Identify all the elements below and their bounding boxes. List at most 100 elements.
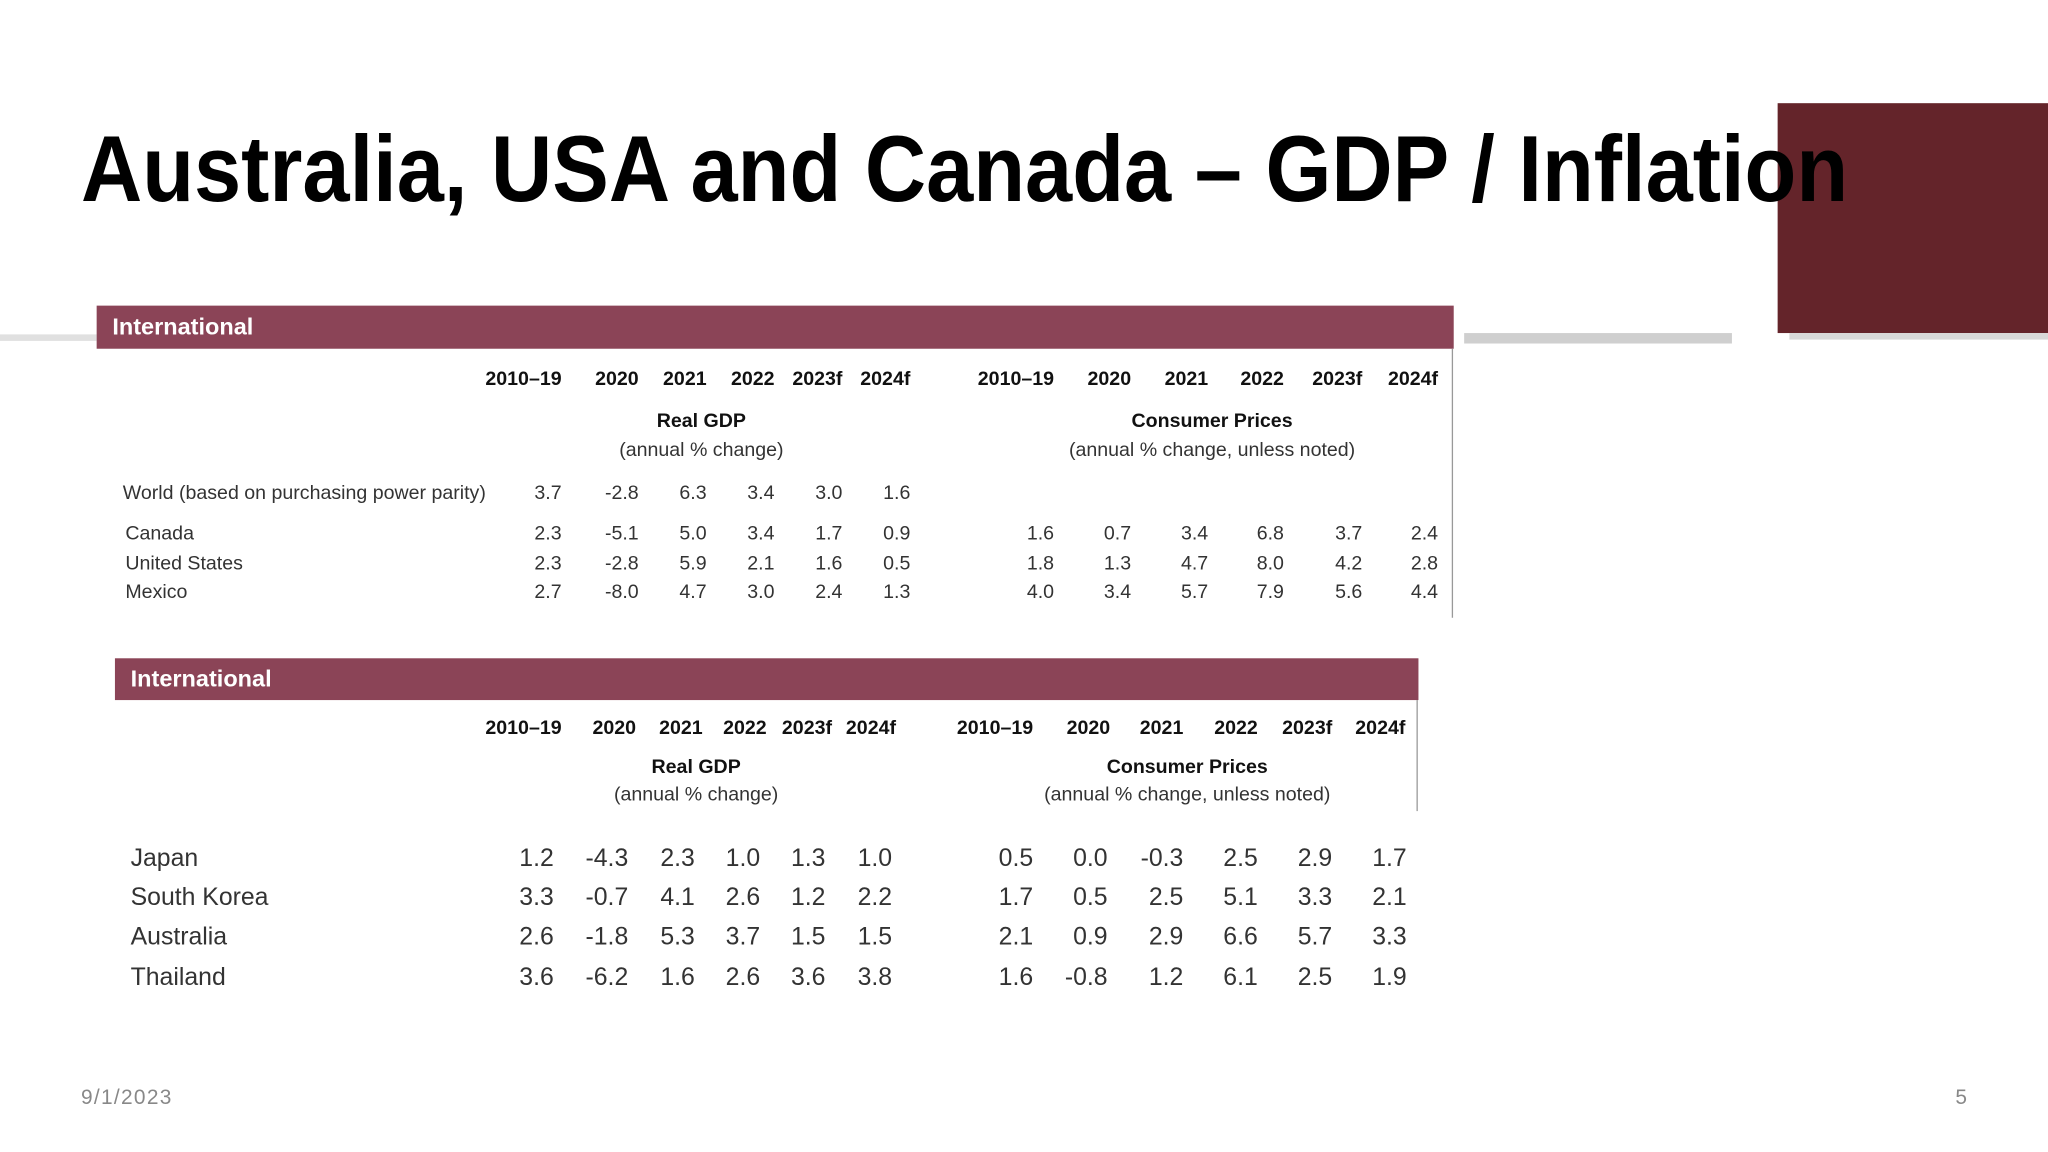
cell-value: 5.7 bbox=[1298, 923, 1332, 950]
slide-title: Australia, USA and Canada – GDP / Inflat… bbox=[81, 116, 1848, 221]
cell-value: -4.3 bbox=[586, 845, 629, 872]
cell-value: 2.6 bbox=[519, 923, 553, 950]
column-header: 2021 bbox=[659, 717, 703, 739]
footer-date: 9/1/2023 bbox=[81, 1086, 173, 1109]
cell-value: 5.9 bbox=[679, 552, 706, 574]
cell-value: 2.6 bbox=[726, 964, 760, 991]
cell-value: 6.1 bbox=[1223, 964, 1257, 991]
cell-value: 4.7 bbox=[679, 581, 706, 603]
row-label: Australia bbox=[131, 923, 228, 950]
cell-value: 4.0 bbox=[1027, 581, 1054, 603]
cell-value: 3.4 bbox=[1104, 581, 1131, 603]
column-header: 2010–19 bbox=[957, 717, 1033, 739]
column-header: 2020 bbox=[1088, 368, 1132, 390]
cell-value: 1.0 bbox=[726, 845, 760, 872]
cell-value: 0.5 bbox=[883, 552, 910, 574]
table-header-band bbox=[114, 658, 1419, 701]
row-label: Thailand bbox=[131, 964, 226, 991]
shadow bbox=[1464, 333, 1732, 344]
cell-value: 1.3 bbox=[791, 845, 825, 872]
column-header: 2020 bbox=[1067, 717, 1111, 739]
cell-value: 2.1 bbox=[747, 552, 774, 574]
cell-value: -0.3 bbox=[1141, 845, 1184, 872]
cell-value: 2.1 bbox=[999, 923, 1033, 950]
cell-value: 4.7 bbox=[1181, 552, 1208, 574]
cell-value: 3.6 bbox=[519, 964, 553, 991]
cell-value: 5.6 bbox=[1335, 581, 1362, 603]
cell-value: 1.9 bbox=[1372, 964, 1406, 991]
accent-block bbox=[1777, 103, 2048, 334]
column-header: 2024f bbox=[1388, 368, 1439, 390]
cell-value: 3.4 bbox=[1181, 522, 1208, 544]
cell-value: 1.6 bbox=[815, 552, 842, 574]
column-header: 2010–19 bbox=[978, 368, 1054, 390]
cell-value: 3.4 bbox=[747, 522, 774, 544]
cell-value: 1.7 bbox=[999, 884, 1033, 911]
table-header: International bbox=[112, 314, 253, 340]
column-header: 2024f bbox=[1355, 717, 1406, 739]
cell-value: 1.5 bbox=[791, 923, 825, 950]
row-label: World (based on purchasing power parity) bbox=[123, 482, 486, 504]
cell-value: 1.6 bbox=[660, 964, 694, 991]
column-header: 2022 bbox=[731, 368, 775, 390]
column-header: 2023f bbox=[792, 368, 843, 390]
column-header: 2023f bbox=[1282, 717, 1333, 739]
cell-value: 3.4 bbox=[747, 482, 774, 504]
cell-value: 2.2 bbox=[858, 884, 892, 911]
cell-value: 1.7 bbox=[815, 522, 842, 544]
cell-value: 2.1 bbox=[1372, 884, 1406, 911]
tables: International 2010–19 2020 2021 2022 2023f 202… bbox=[96, 305, 1454, 991]
column-header: 2022 bbox=[1214, 717, 1258, 739]
row-label: Canada bbox=[125, 522, 194, 544]
cell-value: 6.3 bbox=[679, 482, 706, 504]
cell-value: -0.7 bbox=[586, 884, 629, 911]
column-header: 2010–19 bbox=[485, 717, 561, 739]
cell-value: 1.7 bbox=[1372, 845, 1406, 872]
group-label: Consumer Prices bbox=[1132, 410, 1293, 432]
row-label: Japan bbox=[131, 845, 199, 872]
cell-value: 2.5 bbox=[1149, 884, 1183, 911]
cell-value: 6.6 bbox=[1223, 923, 1257, 950]
column-header: 2010–19 bbox=[485, 368, 561, 390]
group-label: Real GDP bbox=[657, 410, 746, 432]
cell-value: 0.0 bbox=[1073, 845, 1107, 872]
group-sublabel: (annual % change) bbox=[619, 439, 783, 461]
cell-value: 2.9 bbox=[1298, 845, 1332, 872]
cell-value: 3.7 bbox=[1335, 522, 1362, 544]
cell-value: 0.5 bbox=[1073, 884, 1107, 911]
cell-value: 1.2 bbox=[1149, 964, 1183, 991]
cell-value: -8.0 bbox=[605, 581, 639, 603]
cell-value: 2.8 bbox=[1411, 552, 1438, 574]
page-number: 5 bbox=[1955, 1086, 1967, 1109]
group-label: Consumer Prices bbox=[1107, 756, 1268, 778]
cell-value: -6.2 bbox=[586, 964, 629, 991]
cell-value: 1.8 bbox=[1027, 552, 1054, 574]
cell-value: 1.3 bbox=[1104, 552, 1131, 574]
cell-value: 0.5 bbox=[999, 845, 1033, 872]
cell-value: 0.7 bbox=[1104, 522, 1131, 544]
cell-value: 1.2 bbox=[791, 884, 825, 911]
cell-value: 5.7 bbox=[1181, 581, 1208, 603]
cell-value: -1.8 bbox=[586, 923, 629, 950]
cell-value: 8.0 bbox=[1257, 552, 1284, 574]
cell-value: 2.4 bbox=[1411, 522, 1438, 544]
cell-value: -0.8 bbox=[1065, 964, 1108, 991]
column-header: 2022 bbox=[723, 717, 767, 739]
cell-value: 5.3 bbox=[660, 923, 694, 950]
cell-value: 3.0 bbox=[815, 482, 842, 504]
cell-value: 1.2 bbox=[519, 845, 553, 872]
cell-value: 2.9 bbox=[1149, 923, 1183, 950]
cell-value: 4.1 bbox=[660, 884, 694, 911]
cell-value: 6.8 bbox=[1257, 522, 1284, 544]
cell-value: 0.9 bbox=[1073, 923, 1107, 950]
column-header: 2024f bbox=[860, 368, 911, 390]
cell-value: 3.7 bbox=[534, 482, 561, 504]
cell-value: 1.0 bbox=[858, 845, 892, 872]
column-header: 2023f bbox=[782, 717, 833, 739]
cell-value: -2.8 bbox=[605, 552, 639, 574]
column-header: 2021 bbox=[1140, 717, 1184, 739]
cell-value: 4.4 bbox=[1411, 581, 1438, 603]
cell-value: 5.0 bbox=[679, 522, 706, 544]
